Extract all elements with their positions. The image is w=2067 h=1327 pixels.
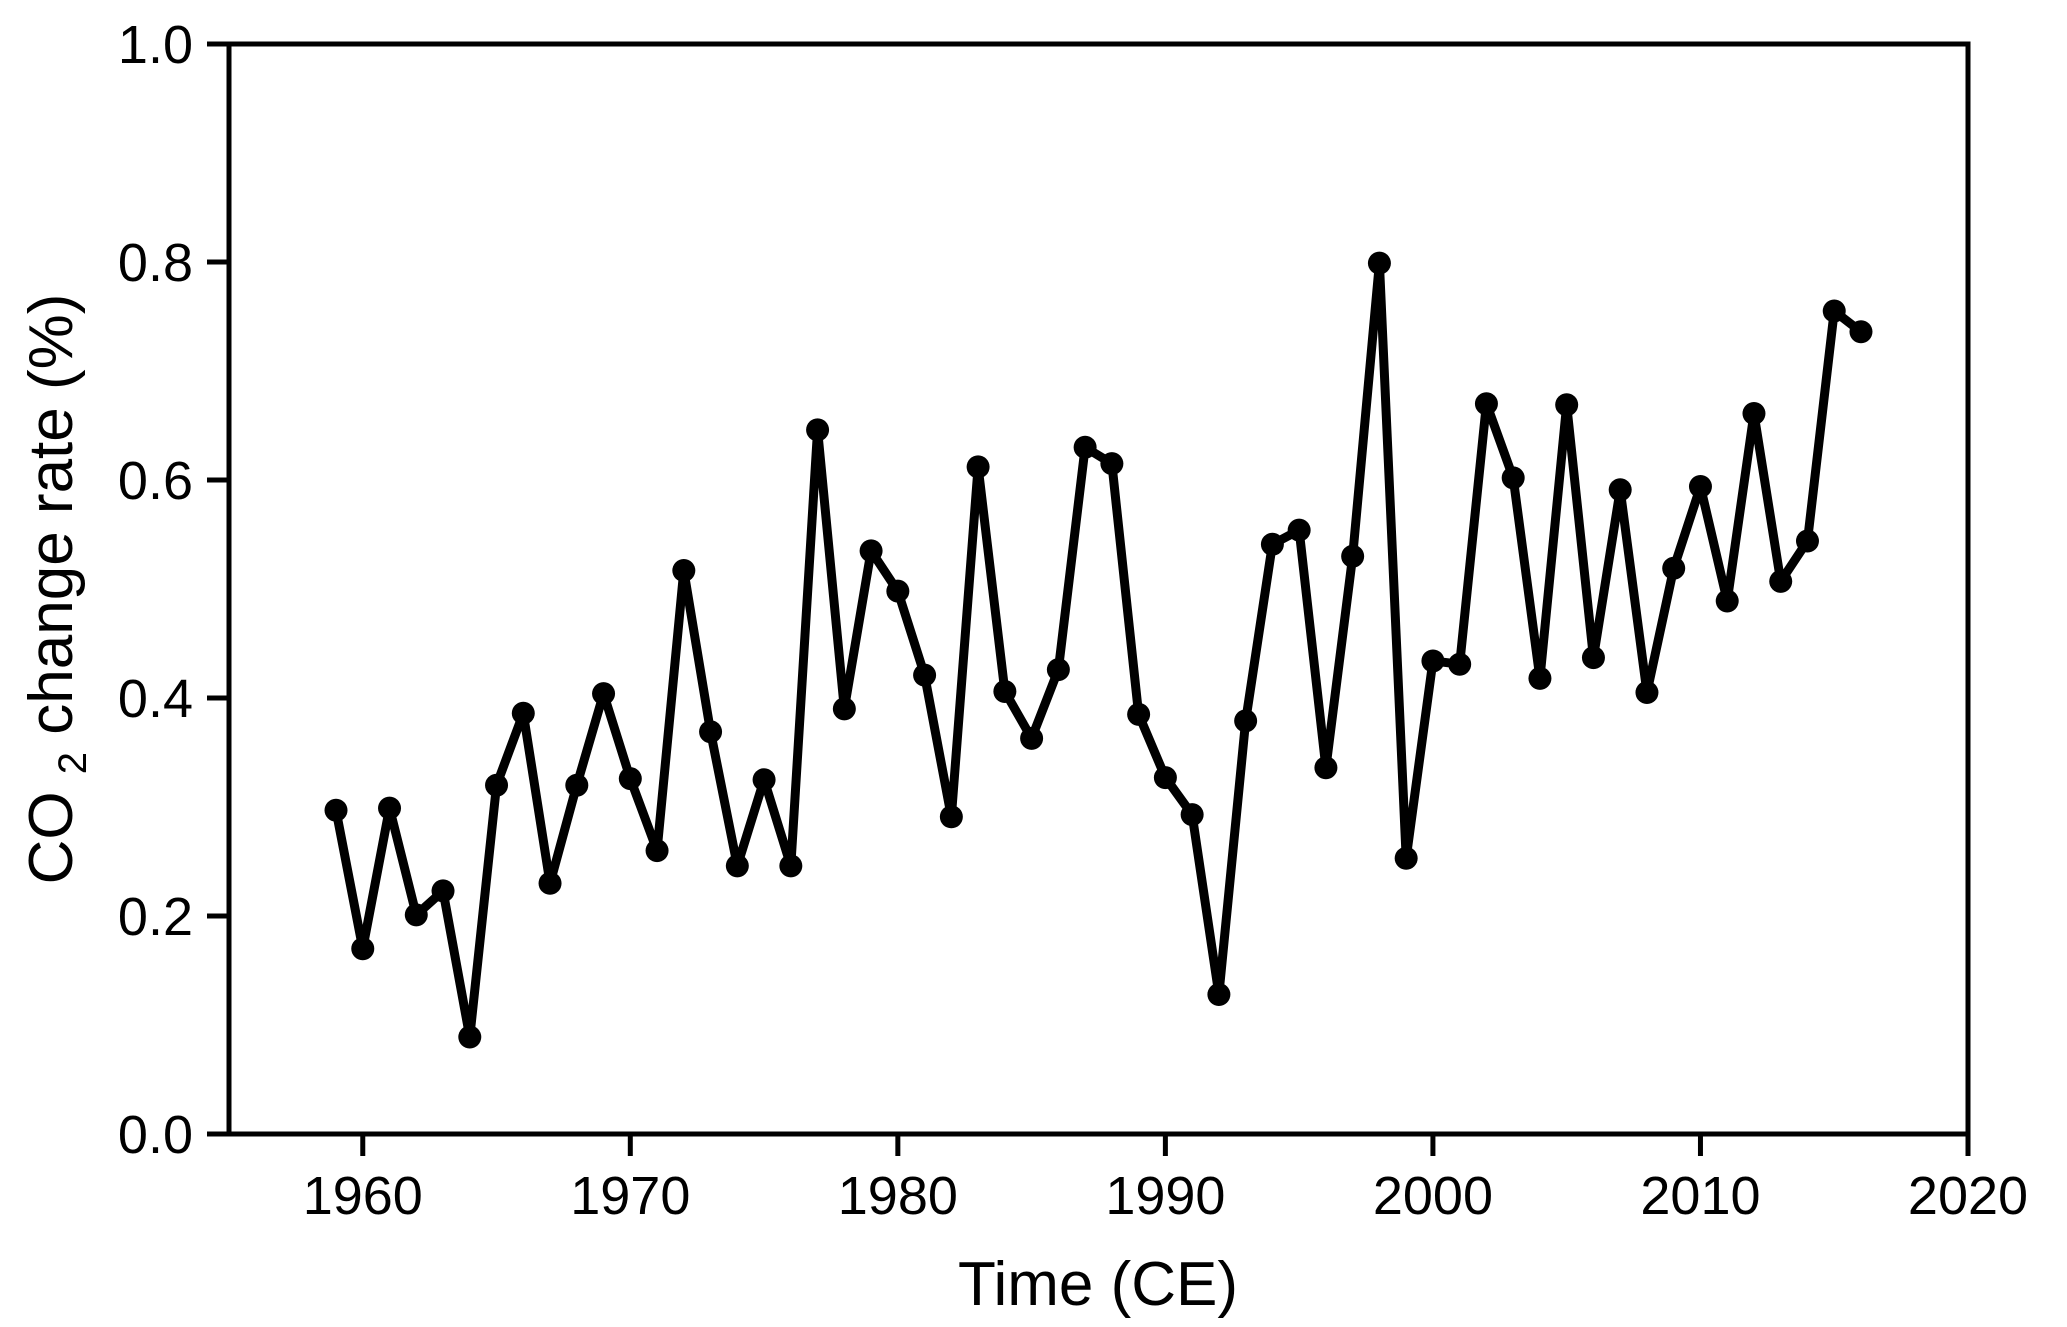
data-point: [966, 455, 990, 479]
data-point: [1314, 756, 1338, 780]
data-point: [913, 663, 937, 687]
y-tick-label: 0.4: [118, 669, 193, 729]
data-point: [806, 418, 830, 442]
data-point: [1234, 709, 1258, 733]
x-tick-label: 2020: [1908, 1166, 2028, 1226]
data-point: [324, 798, 348, 822]
y-tick-label: 0.8: [118, 233, 193, 293]
y-axis-label-suffix: change rate (%): [17, 294, 86, 735]
data-point: [592, 682, 616, 706]
data-point: [859, 539, 883, 563]
data-point: [565, 773, 589, 797]
data-point: [1180, 803, 1204, 827]
data-point: [699, 720, 723, 744]
y-tick-label: 1.0: [118, 15, 193, 75]
data-point: [1421, 649, 1445, 673]
data-point: [672, 558, 696, 582]
x-tick-label: 1990: [1105, 1166, 1225, 1226]
data-point: [1341, 544, 1365, 568]
data-point: [1688, 475, 1712, 499]
data-point: [404, 903, 428, 927]
data-point: [1635, 681, 1659, 705]
plot-border: [226, 41, 1971, 1137]
data-point: [1020, 726, 1044, 750]
data-point: [993, 679, 1017, 703]
data-point: [1528, 666, 1552, 690]
data-point: [1153, 766, 1177, 790]
y-axis-ticks: [207, 41, 229, 1137]
data-point: [1849, 320, 1873, 344]
axes-box: [226, 41, 1971, 1137]
y-axis-label-prefix: CO: [17, 791, 86, 884]
data-point: [351, 937, 375, 961]
y-axis-tick-labels: 0.0 0.2 0.4 0.6 0.8 1.0: [118, 15, 193, 1165]
data-point: [1394, 846, 1418, 870]
y-tick-label: 0.0: [118, 1105, 193, 1165]
data-point: [378, 796, 402, 820]
data-point: [1769, 569, 1793, 593]
data-point: [1715, 589, 1739, 613]
data-point: [779, 854, 803, 878]
data-point: [939, 805, 963, 829]
data-point: [1662, 556, 1686, 580]
data-point: [752, 768, 776, 792]
data-point: [618, 767, 642, 791]
data-point: [832, 697, 856, 721]
data-point: [1474, 392, 1498, 416]
data-point: [1100, 452, 1124, 476]
data-point: [1795, 529, 1819, 553]
data-point: [1608, 478, 1632, 502]
y-axis-label-subscript: 2: [51, 752, 95, 774]
data-point: [485, 773, 509, 797]
series-line: [331, 258, 1866, 1042]
data-point: [1367, 251, 1391, 275]
data-point: [725, 854, 749, 878]
data-point: [431, 879, 455, 903]
data-point: [645, 839, 669, 863]
y-tick-label: 0.6: [118, 451, 193, 511]
data-point: [1287, 518, 1311, 542]
data-point: [1207, 982, 1231, 1006]
y-axis-label: CO 2 change rate (%): [17, 294, 100, 885]
data-point: [511, 701, 535, 725]
data-point: [1581, 646, 1605, 670]
data-point: [1448, 652, 1472, 676]
data-point: [1073, 435, 1097, 459]
data-point: [1555, 393, 1579, 417]
x-tick-label: 2000: [1373, 1166, 1493, 1226]
y-tick-label: 0.2: [118, 887, 193, 947]
x-axis-ticks: [360, 1134, 1971, 1156]
data-point: [886, 579, 910, 603]
x-tick-label: 1960: [303, 1166, 423, 1226]
data-point: [538, 871, 562, 895]
data-point: [458, 1025, 482, 1049]
data-point: [1127, 702, 1151, 726]
x-axis-tick-labels: 1960 1970 1980 1990 2000 2010 2020: [303, 1166, 2028, 1226]
data-point: [1501, 466, 1525, 490]
x-axis-label: Time (CE): [958, 1250, 1238, 1319]
x-tick-label: 1970: [570, 1166, 690, 1226]
data-point: [1822, 299, 1846, 323]
data-point: [1260, 532, 1284, 556]
x-tick-label: 2010: [1640, 1166, 1760, 1226]
data-point: [1046, 658, 1070, 682]
data-series: [324, 251, 1873, 1049]
x-tick-label: 1980: [838, 1166, 958, 1226]
data-point: [1742, 402, 1766, 426]
